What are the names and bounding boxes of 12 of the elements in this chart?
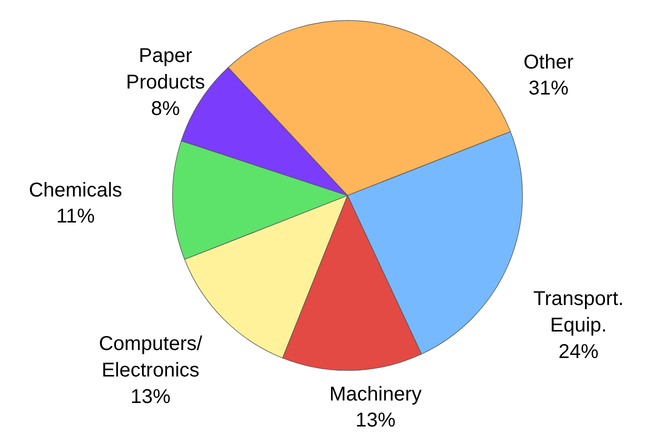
data-label: 8% [151,98,180,120]
data-label: 13% [355,410,396,432]
data-label: 31% [528,78,569,100]
data-label: 24% [558,340,599,363]
slice-label: Other [523,51,574,74]
slice-label: Chemicals [28,179,122,202]
slice-label: Paper Products [126,45,205,94]
slice-label: Transport. Equip. [533,288,624,336]
slice-label: Computers/ Electronics [98,333,203,382]
data-label: 11% [56,206,95,228]
data-label: 13% [130,386,171,408]
slice-label: Machinery [329,383,422,406]
